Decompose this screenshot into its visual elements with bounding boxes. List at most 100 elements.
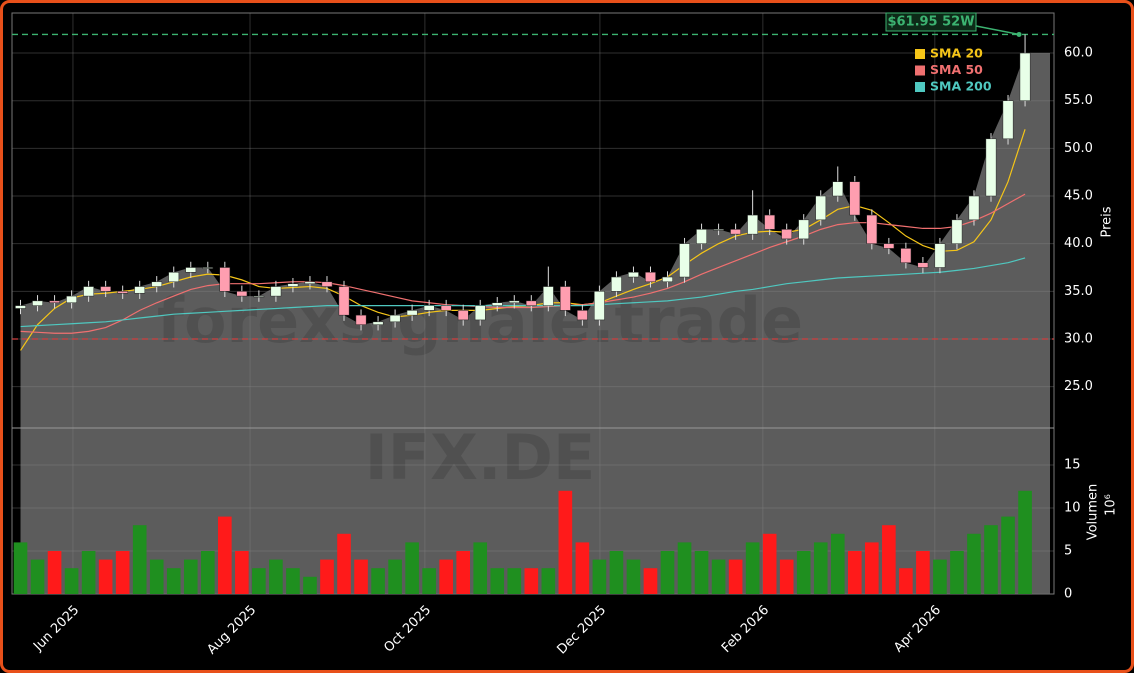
annotation-arrow [975,25,1020,36]
volume-bar [166,568,181,594]
candle-body [372,321,384,325]
volume-bar [439,559,453,594]
volume-bar [967,533,981,594]
y-tick-label: 35.0 [1064,284,1093,299]
volume-bar [541,568,556,594]
volume-bar [984,525,998,594]
candle-body [355,314,367,325]
volume-bar [132,525,147,594]
volume-bar [507,568,522,594]
candle-body [662,276,673,283]
volume-bar [609,550,624,594]
volume-bar [371,568,385,594]
candle-body [117,291,129,294]
candle-body [525,300,537,306]
volume-bar [47,550,62,594]
volume-bar [1001,516,1015,594]
volume-bar [473,542,488,594]
volume-bar [950,550,964,594]
y-tick-label: 30.0 [1064,331,1093,346]
volume-bar [796,550,811,594]
volume-bar [13,542,28,594]
volume-bar [592,559,607,594]
candle-body [15,305,26,309]
legend-label: SMA 200 [930,79,992,94]
y-tick-label: 50.0 [1064,141,1093,156]
volume-bar [286,568,300,594]
candle-body [577,310,588,321]
candle-body [151,281,163,287]
candle-body [304,281,316,284]
y-tick-label: 55.0 [1064,93,1093,108]
volume-bar [30,559,45,594]
candle-body [951,219,963,244]
annotation-label: $61.95 52W [887,15,974,30]
volume-bar [762,533,777,594]
candle-body [764,214,776,230]
candle-body [440,305,452,311]
volume-bar [847,550,862,594]
y-tick-label: 45.0 [1064,189,1093,204]
volume-bar [728,559,743,594]
volume-bar [183,559,198,594]
candle-body [270,286,282,297]
volume-tick-label: 15 [1064,457,1081,472]
candle-body [1019,52,1031,101]
candle-body [474,305,486,321]
candle-body [628,272,639,278]
legend-swatch [915,49,925,59]
candle-body [542,286,554,306]
candle-body [730,229,741,235]
volume-bar [933,559,947,594]
candle-body [900,248,912,263]
sma-line [20,193,1026,334]
watermark: IFX.DE [365,421,596,494]
candle-body [83,286,94,297]
volume-bar [218,516,232,594]
volume-bar [115,550,130,594]
candle-body [866,214,878,244]
volume-bar [98,559,113,594]
sma-line [20,257,1026,328]
candle-body [457,310,469,321]
candle-body [883,243,895,249]
volume-bar [626,559,641,594]
candle-body [134,286,146,294]
volume-bar [235,550,249,594]
candle-body [100,286,112,292]
candle-body [815,195,827,221]
candle-body [798,219,810,240]
volume-bar [337,533,351,594]
candle-body [849,181,861,216]
annotation-box [885,12,977,32]
volume-bar [660,550,675,594]
y-tick-label: 60.0 [1064,46,1093,61]
volume-bar [677,542,692,594]
candle-body [679,243,690,278]
candle-body [321,281,333,287]
candle-body [611,276,622,292]
candle-body [713,229,724,231]
volume-bar [149,559,164,594]
candle-body [985,138,997,197]
volume-scale-label: 10⁶ [1104,494,1119,516]
candle-body [185,267,197,273]
volume-bar [252,568,266,594]
candle-body [594,291,605,321]
volume-bar [643,568,658,594]
volume-bar [303,576,317,594]
volume-bar [865,542,879,594]
candle-body [389,314,401,323]
volume-bar [813,542,828,594]
volume-bar [575,542,590,594]
candle-body [236,291,248,297]
volume-bar [200,550,215,594]
volume-bar [745,542,760,594]
candle-body [168,272,180,283]
volume-bar [558,490,573,594]
candle-body [287,283,299,287]
volume-bar [64,568,79,594]
candle-body [423,305,435,311]
volume-bar [405,542,419,594]
